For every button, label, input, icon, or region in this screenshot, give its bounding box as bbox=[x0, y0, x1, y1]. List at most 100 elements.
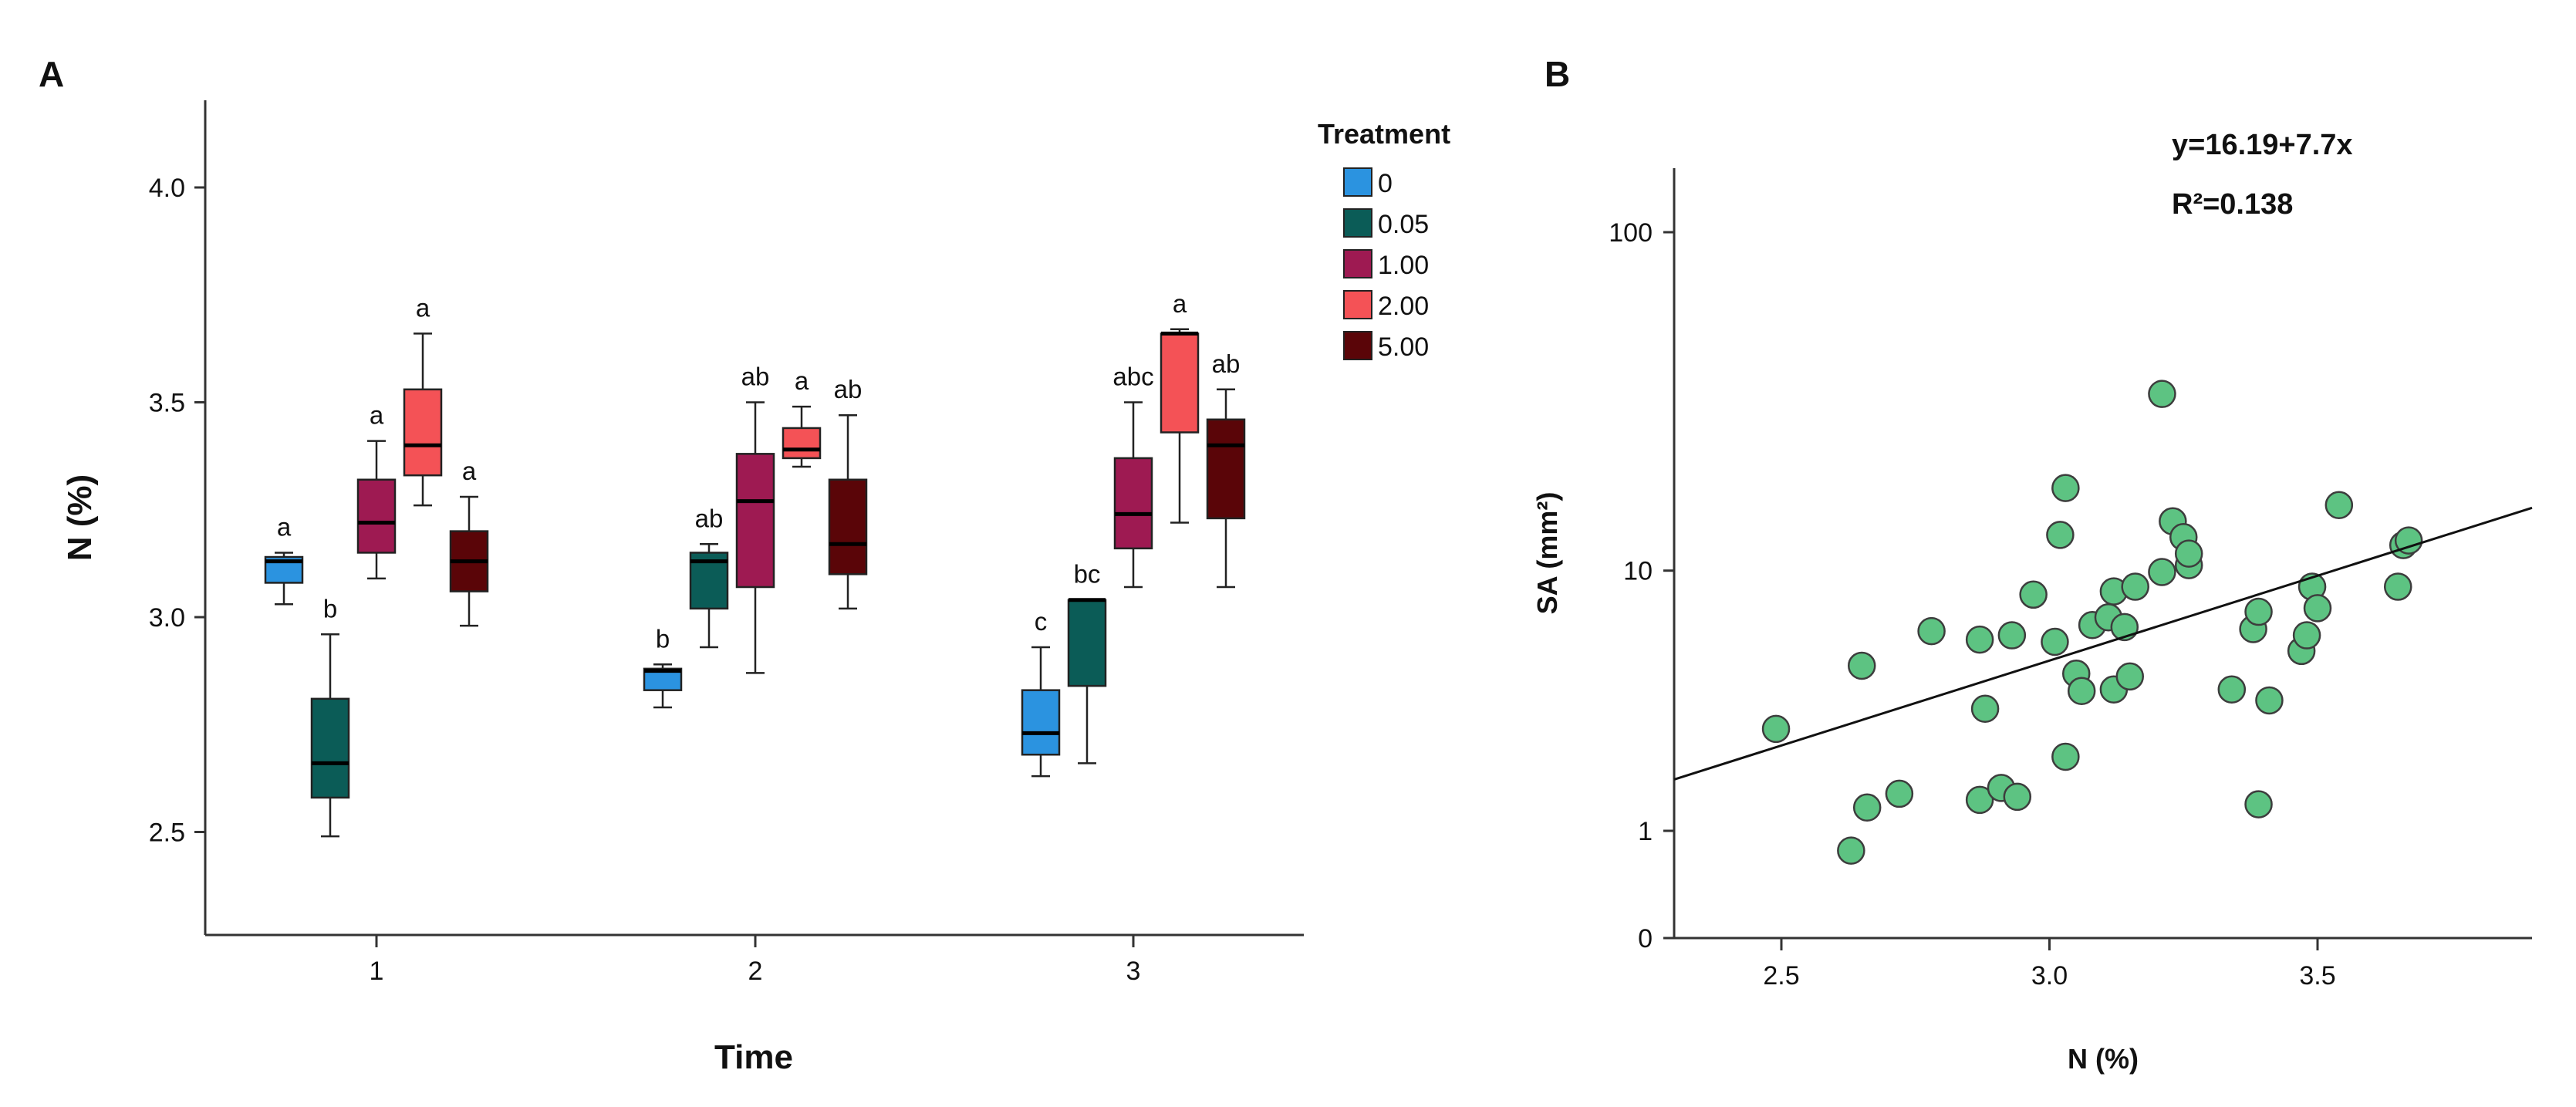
panel-a-x-label: Time bbox=[714, 1038, 793, 1076]
legend-entries: 0 0.05 1.00 2.00 5.00 bbox=[1343, 167, 1429, 362]
legend-swatch bbox=[1343, 167, 1372, 197]
scatter-point bbox=[1970, 694, 2000, 724]
box-iqr bbox=[735, 453, 775, 589]
significance-label: ab bbox=[834, 375, 863, 403]
box-iqr bbox=[310, 697, 350, 799]
legend-title: Treatment bbox=[1318, 118, 1450, 150]
significance-label: a bbox=[795, 366, 809, 395]
box-iqr bbox=[828, 478, 868, 575]
scatter-point bbox=[2041, 627, 2069, 656]
y-tick-label: 4.0 bbox=[149, 174, 185, 203]
panel-b-points bbox=[1761, 380, 2423, 865]
scatter-point bbox=[2148, 558, 2176, 586]
box-t1.00-time3: abc bbox=[1112, 363, 1154, 589]
panel-a-y-label: N (%) bbox=[61, 474, 99, 561]
legend-swatch bbox=[1343, 249, 1372, 278]
x-tick-label: 2 bbox=[748, 957, 763, 986]
box-t0.05-time3: bc bbox=[1067, 560, 1107, 764]
box-t2.00-time3: a bbox=[1160, 289, 1200, 524]
box-t0-time3: c bbox=[1021, 607, 1061, 778]
significance-label: c bbox=[1035, 607, 1048, 636]
scatter-point bbox=[2217, 675, 2247, 704]
panel-a-label: A bbox=[39, 54, 64, 94]
scatter-point bbox=[2051, 742, 2080, 771]
scatter-point bbox=[2067, 677, 2096, 705]
box-iqr bbox=[356, 478, 397, 554]
scatter-point bbox=[1997, 621, 2027, 650]
box-iqr bbox=[1021, 689, 1061, 756]
legend-entry-label: 2.00 bbox=[1378, 292, 1429, 321]
box-t1.00-time2: ab bbox=[735, 363, 775, 674]
significance-label: a bbox=[416, 293, 430, 322]
box-iqr bbox=[1067, 599, 1107, 687]
legend: Treatment 0 0.05 1.00 2.00 5.00 bbox=[1318, 118, 1450, 362]
scatter-point bbox=[1837, 836, 1865, 865]
scatter-point bbox=[2003, 782, 2032, 812]
scatter-point bbox=[2121, 572, 2149, 601]
regression-line bbox=[1673, 506, 2533, 781]
scatter-point bbox=[2255, 686, 2284, 715]
x-tick-label: 3.5 bbox=[2299, 961, 2335, 991]
scatter-point bbox=[1885, 779, 1914, 808]
significance-label: a bbox=[462, 457, 477, 485]
legend-entry-label: 1.00 bbox=[1378, 251, 1429, 280]
panel-b-x-label: N (%) bbox=[2068, 1043, 2139, 1075]
box-iqr bbox=[1160, 332, 1200, 434]
scatter-point bbox=[2394, 526, 2423, 555]
legend-swatch bbox=[1343, 208, 1372, 238]
x-tick-label: 1 bbox=[370, 957, 384, 986]
scatter-point bbox=[2148, 380, 2176, 408]
box-t0-time1: a bbox=[264, 512, 304, 606]
y-tick-label: 3.5 bbox=[149, 389, 185, 418]
legend-entry-label: 0.05 bbox=[1378, 210, 1429, 239]
panel-b-y-label: SA (mm²) bbox=[1531, 492, 1563, 615]
box-t2.00-time1: a bbox=[403, 293, 443, 507]
x-tick-label: 3 bbox=[1126, 957, 1141, 986]
scatter-point bbox=[1965, 625, 1994, 654]
significance-label: ab bbox=[695, 504, 724, 532]
panel-b-label: B bbox=[1545, 54, 1570, 94]
panel-b-x-ticks: 2.5 3.0 3.5 bbox=[1763, 938, 2336, 991]
box-t0-time2: b bbox=[643, 624, 683, 709]
r-squared: R²=0.138 bbox=[2172, 188, 2293, 221]
scatter-point bbox=[2244, 597, 2273, 626]
scatter-point bbox=[2244, 790, 2273, 818]
x-tick-label: 3.0 bbox=[2031, 961, 2068, 991]
significance-label: a bbox=[1173, 289, 1187, 318]
scatter-point bbox=[2115, 662, 2144, 691]
scatter-point bbox=[2303, 594, 2332, 623]
box-t5.00-time3: ab bbox=[1206, 349, 1246, 589]
panel-b-y-ticks: 0 1 10 100 bbox=[1609, 218, 1674, 953]
box-iqr bbox=[1206, 418, 1246, 520]
y-tick-label: 3.0 bbox=[149, 603, 185, 633]
box-t1.00-time1: a bbox=[356, 401, 397, 580]
scatter-point bbox=[2292, 621, 2321, 650]
scatter-point bbox=[2051, 474, 2080, 502]
significance-label: ab bbox=[741, 363, 770, 391]
y-tick-label: 0 bbox=[1638, 924, 1653, 953]
significance-label: ab bbox=[1212, 349, 1241, 378]
regression-equation: y=16.19+7.7x bbox=[2172, 129, 2353, 161]
scatter-point bbox=[1917, 616, 1946, 646]
panel-b: B 0 1 10 100 2.5 3.0 3.5 SA (mm²) N (%) y=16.… bbox=[1531, 54, 2533, 1075]
box-t0.05-time1: b bbox=[310, 594, 350, 838]
scatter-point bbox=[1848, 651, 1876, 680]
legend-swatch bbox=[1343, 331, 1372, 360]
significance-label: a bbox=[370, 401, 384, 430]
panel-a-x-ticks: 1 2 3 bbox=[370, 935, 1141, 986]
box-t0.05-time2: ab bbox=[689, 504, 729, 649]
box-t5.00-time2: ab bbox=[828, 375, 868, 610]
panel-a-y-ticks: 2.5 3.0 3.5 4.0 bbox=[149, 174, 205, 848]
box-t5.00-time1: a bbox=[449, 457, 489, 627]
y-tick-label: 1 bbox=[1638, 817, 1653, 846]
significance-label: b bbox=[323, 594, 337, 623]
significance-label: a bbox=[277, 512, 292, 541]
scatter-point bbox=[1965, 785, 1994, 815]
significance-label: bc bbox=[1074, 560, 1101, 589]
scatter-point bbox=[2384, 572, 2412, 601]
legend-swatch bbox=[1343, 290, 1372, 319]
scatter-point bbox=[2046, 521, 2075, 549]
